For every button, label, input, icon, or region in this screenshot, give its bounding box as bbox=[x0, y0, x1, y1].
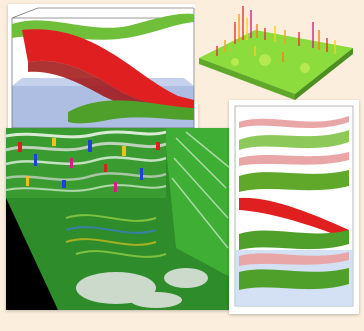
white-clusters bbox=[76, 268, 208, 308]
red-surface-shade bbox=[28, 60, 194, 115]
pink-layer-3 bbox=[239, 252, 349, 266]
fault-volume-graphic bbox=[6, 128, 232, 310]
terrain-peaks bbox=[216, 6, 336, 62]
color-speckles bbox=[18, 138, 160, 192]
red-layer bbox=[239, 197, 349, 240]
terrain-panel bbox=[195, 0, 357, 104]
red-surface bbox=[22, 29, 194, 109]
terrain-highlights bbox=[231, 54, 310, 73]
fault-face-right bbox=[166, 128, 232, 278]
pink-layer-top bbox=[239, 116, 349, 128]
surfaces-box-graphic bbox=[8, 4, 198, 132]
black-wedge bbox=[6, 198, 58, 310]
fault-face-lines bbox=[171, 131, 231, 249]
green-lower-surface bbox=[68, 100, 194, 124]
terrain-side-left bbox=[199, 58, 295, 100]
terrain-side-right bbox=[295, 48, 353, 100]
fault-volume-panel bbox=[6, 128, 232, 310]
green-layer-1 bbox=[239, 130, 349, 150]
green-layer-bottom bbox=[239, 268, 349, 290]
terrain-graphic bbox=[195, 0, 357, 104]
stacked-layers-panel bbox=[229, 100, 359, 314]
stacked-layers-graphic bbox=[229, 100, 359, 314]
green-layer-3 bbox=[239, 230, 349, 250]
surfaces-box-panel bbox=[8, 4, 198, 132]
pink-layer-2 bbox=[239, 152, 349, 166]
terrain-base bbox=[199, 30, 353, 94]
fault-streaks bbox=[6, 130, 167, 192]
swirl-lines bbox=[65, 214, 167, 258]
green-layer-2 bbox=[239, 170, 349, 192]
